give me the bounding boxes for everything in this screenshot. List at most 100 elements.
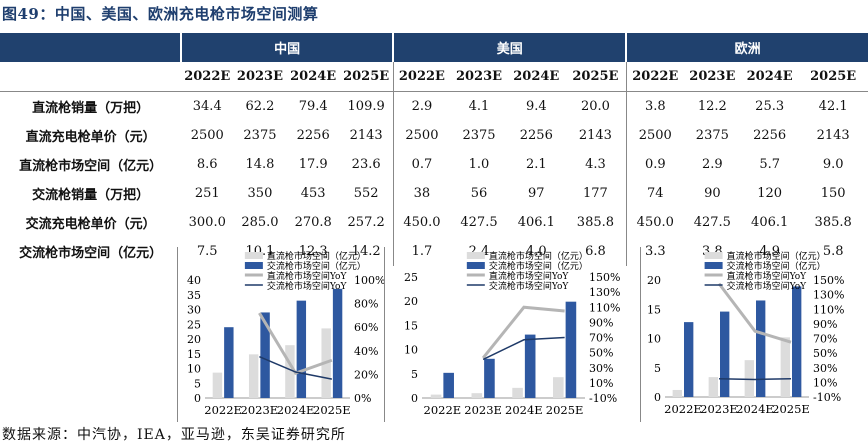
year-header: 2022E bbox=[625, 62, 684, 92]
x-tick-label: 2022E bbox=[664, 402, 702, 416]
y-tick-label: 10 bbox=[187, 363, 201, 376]
row-label: 直流枪销量（万把） bbox=[32, 101, 150, 116]
table-cell: 38 bbox=[392, 179, 451, 208]
table-cell: 62.2 bbox=[245, 99, 275, 114]
x-tick-label: 2023E bbox=[464, 403, 502, 417]
dc-yoy-line bbox=[717, 282, 792, 344]
chart-row: 0 5 10 15 20 25 30 35 40 0% 20% 40% 60% 80% 100% 2022E 2… bbox=[0, 247, 868, 422]
y-tick-label: 15 bbox=[404, 319, 418, 332]
row-label: 直流枪市场空间（亿元） bbox=[19, 159, 163, 174]
ac-yoy-line bbox=[482, 336, 565, 361]
table-cell: 450.0 bbox=[392, 208, 451, 237]
dc-space-bar bbox=[512, 387, 523, 398]
table-cell: 12.3 bbox=[298, 244, 328, 259]
table-cell: 2500 bbox=[190, 128, 224, 143]
year-header: 2024E bbox=[741, 62, 799, 92]
y-tick-label: 25 bbox=[404, 271, 418, 284]
legend-label-ac-yoy: 交流枪市场空间YoY bbox=[267, 280, 348, 292]
year-header: 2022E bbox=[392, 62, 451, 92]
x-tick-label: 2024E bbox=[736, 402, 774, 416]
ac-yoy-line bbox=[718, 377, 792, 381]
ac-space-bar bbox=[565, 301, 577, 398]
x-tick-label: 2022E bbox=[424, 403, 462, 417]
legend-swatch-ac bbox=[466, 262, 485, 269]
legend-label-dc-yoy: 直流枪市场空间YoY bbox=[727, 270, 808, 282]
table-cell: 14.8 bbox=[245, 157, 275, 172]
y-tick-label: 0 bbox=[194, 392, 201, 405]
legend-label-dc: 直流枪市场空间（亿元） bbox=[267, 250, 366, 262]
y-tick-label: 35 bbox=[187, 289, 201, 302]
dc-yoy-line bbox=[258, 312, 333, 376]
y-tick-label: 25 bbox=[187, 318, 201, 331]
figure-title: 图49：中国、美国、欧洲充电枪市场空间测算 bbox=[2, 5, 319, 23]
y-tick-label: 0 bbox=[654, 391, 661, 404]
table-cell: 109.9 bbox=[347, 99, 385, 114]
ac-space-bar bbox=[524, 334, 536, 398]
table-cell: 2143 bbox=[816, 128, 850, 143]
ac-space-bar bbox=[332, 288, 343, 398]
table-cell: 300.0 bbox=[188, 215, 226, 230]
header-blank bbox=[0, 33, 182, 62]
y2-tick-label: 130% bbox=[813, 289, 844, 302]
y2-tick-label: 60% bbox=[354, 321, 378, 334]
table-cell: 4.9 bbox=[759, 244, 780, 259]
y-tick-label: 10 bbox=[647, 333, 661, 346]
x-tick-label: 2025E bbox=[772, 402, 810, 416]
table-cell: 406.1 bbox=[751, 215, 789, 230]
year-header: 2023E bbox=[683, 62, 741, 92]
y2-tick-label: -10% bbox=[589, 392, 617, 405]
legend-label-ac-yoy: 交流枪市场空间YoY bbox=[489, 280, 570, 292]
x-tick-label: 2023E bbox=[700, 402, 738, 416]
x-tick-label: 2024E bbox=[277, 403, 315, 417]
y-tick-label: 20 bbox=[404, 295, 418, 308]
y-tick-label: 10 bbox=[404, 344, 418, 357]
table-cell: 9.0 bbox=[822, 157, 844, 172]
y2-tick-label: 20% bbox=[354, 368, 378, 381]
legend-label-dc: 直流枪市场空间（亿元） bbox=[489, 250, 588, 262]
table-cell: 97 bbox=[528, 186, 545, 201]
region-header-europe: 欧洲 bbox=[625, 33, 868, 62]
table-cell: 385.8 bbox=[814, 215, 852, 230]
legend-label-ac: 交流枪市场空间（亿元） bbox=[489, 260, 588, 272]
usa-chart: 0 5 10 15 20 25 -10% 10% 30% 50% 70% 90% 110% 130% 150… bbox=[404, 250, 620, 417]
y-tick-label: 30 bbox=[187, 304, 201, 317]
region-header-china: 中国 bbox=[180, 33, 394, 62]
y2-tick-label: 110% bbox=[813, 303, 844, 316]
table-cell: 5.8 bbox=[822, 244, 844, 259]
year-header: 2024E bbox=[507, 62, 565, 92]
table-cell: 7.5 bbox=[196, 244, 218, 259]
ac-space-bar bbox=[720, 311, 730, 397]
divider bbox=[640, 247, 641, 422]
ac-space-bar bbox=[484, 358, 495, 398]
table-cell: 5.7 bbox=[759, 157, 780, 172]
y-tick-label: 15 bbox=[187, 348, 201, 361]
y-tick-label: 5 bbox=[654, 362, 661, 375]
table-row: 直流充电枪单价（元） 2500 2375 2256 2143 2500 2375 2256 21… bbox=[0, 121, 868, 150]
dc-yoy-line bbox=[481, 305, 565, 359]
table-cell: 4.1 bbox=[468, 99, 490, 114]
y2-tick-label: 80% bbox=[354, 298, 378, 311]
table-row: 直流枪销量（万把） 34.4 62.2 79.4 109.9 2.9 4.1 9.4 20.0 3… bbox=[0, 91, 868, 121]
dc-space-bar bbox=[471, 393, 483, 398]
table-cell: 23.6 bbox=[351, 157, 381, 172]
legend-swatch-dc bbox=[244, 252, 263, 259]
ac-space-bar bbox=[224, 327, 234, 398]
ac-space-bar bbox=[684, 322, 694, 397]
table-cell: 17.9 bbox=[298, 157, 328, 172]
ac-space-bar bbox=[443, 372, 454, 398]
table-cell: 20.0 bbox=[580, 99, 610, 114]
table-cell: 385.8 bbox=[576, 215, 615, 230]
table-cell: 4.0 bbox=[525, 244, 547, 259]
table-cell: 56 bbox=[470, 186, 488, 201]
divider bbox=[384, 247, 385, 422]
y2-tick-label: -10% bbox=[813, 391, 841, 404]
table-cell: 427.5 bbox=[693, 215, 731, 230]
ac-space-bar bbox=[792, 286, 802, 397]
dc-space-bar bbox=[672, 389, 682, 397]
x-tick-label: 2025E bbox=[313, 403, 351, 417]
dc-space-bar bbox=[708, 377, 718, 397]
table-cell: 12.2 bbox=[697, 99, 727, 114]
ac-space-bar bbox=[260, 312, 270, 398]
table-cell: 2500 bbox=[392, 121, 451, 150]
year-header: 2025E bbox=[798, 62, 868, 92]
